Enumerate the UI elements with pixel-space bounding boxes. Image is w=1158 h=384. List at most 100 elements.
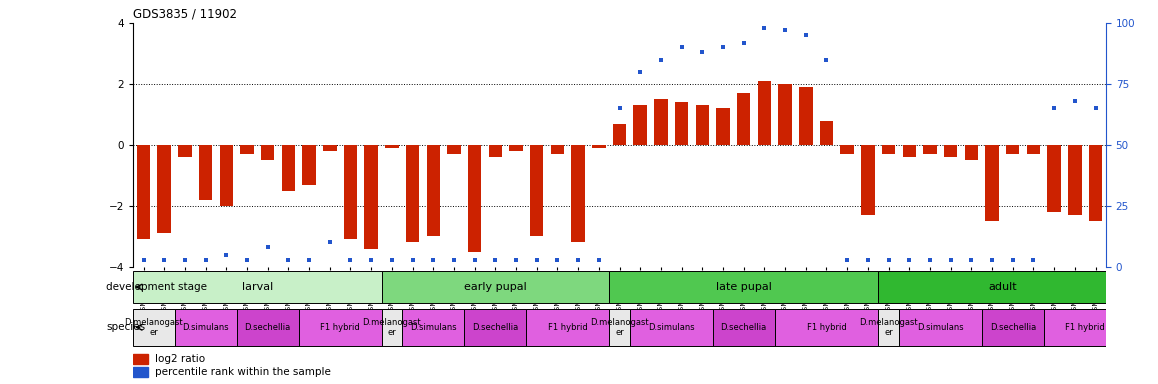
- Bar: [902, 145, 916, 157]
- Bar: [527, 309, 609, 346]
- Bar: [464, 309, 527, 346]
- Point: [1024, 257, 1042, 263]
- Bar: [717, 108, 730, 145]
- Bar: [882, 145, 895, 154]
- Point: [342, 257, 360, 263]
- Point: [652, 56, 670, 63]
- Bar: [1068, 145, 1082, 215]
- Bar: [965, 145, 979, 160]
- Bar: [344, 145, 357, 240]
- Text: early pupal: early pupal: [464, 282, 527, 292]
- Bar: [157, 145, 171, 233]
- Text: D.sechellia: D.sechellia: [720, 323, 767, 332]
- Point: [962, 257, 981, 263]
- Bar: [609, 309, 630, 346]
- Point: [838, 257, 857, 263]
- Bar: [386, 145, 398, 148]
- Bar: [551, 145, 564, 154]
- Bar: [468, 145, 482, 252]
- Point: [1065, 98, 1084, 104]
- Text: F1 hybrid: F1 hybrid: [548, 323, 587, 332]
- Text: F1 hybrid: F1 hybrid: [807, 323, 846, 332]
- Point: [362, 257, 381, 263]
- Bar: [775, 309, 878, 346]
- Point: [858, 257, 877, 263]
- Bar: [178, 145, 191, 157]
- Point: [424, 257, 442, 263]
- Text: D.simulans: D.simulans: [182, 323, 229, 332]
- Bar: [878, 271, 1127, 303]
- Text: D.simulans: D.simulans: [917, 323, 963, 332]
- Bar: [510, 145, 522, 151]
- Bar: [571, 145, 585, 243]
- Text: development stage: development stage: [107, 282, 207, 292]
- Bar: [1027, 145, 1040, 154]
- Bar: [1089, 145, 1102, 221]
- Point: [631, 69, 650, 75]
- Bar: [530, 145, 543, 237]
- Bar: [1048, 145, 1061, 212]
- Text: species: species: [107, 322, 146, 333]
- Text: percentile rank within the sample: percentile rank within the sample: [154, 367, 330, 377]
- Text: D.melanogast
er: D.melanogast er: [362, 318, 422, 337]
- Point: [734, 40, 753, 46]
- Point: [755, 25, 774, 31]
- Text: GDS3835 / 11902: GDS3835 / 11902: [133, 7, 237, 20]
- Bar: [175, 309, 236, 346]
- Text: F1 hybrid: F1 hybrid: [321, 323, 360, 332]
- Bar: [1006, 145, 1019, 154]
- Point: [258, 244, 277, 250]
- Point: [797, 32, 815, 38]
- Point: [921, 257, 939, 263]
- Bar: [133, 367, 148, 377]
- Text: D.melanogast
er: D.melanogast er: [591, 318, 648, 337]
- Text: D.sechellia: D.sechellia: [990, 323, 1036, 332]
- Point: [279, 257, 298, 263]
- Text: F1 hybrid: F1 hybrid: [1065, 323, 1105, 332]
- Point: [507, 257, 526, 263]
- Bar: [696, 105, 709, 145]
- Bar: [220, 145, 233, 206]
- Point: [176, 257, 195, 263]
- Bar: [820, 121, 834, 145]
- Point: [237, 257, 256, 263]
- Point: [466, 257, 484, 263]
- Point: [776, 27, 794, 33]
- Point: [610, 105, 629, 111]
- Bar: [137, 145, 151, 240]
- Bar: [712, 309, 775, 346]
- Point: [548, 257, 566, 263]
- Point: [528, 257, 547, 263]
- Bar: [299, 309, 381, 346]
- Bar: [944, 145, 958, 157]
- Point: [486, 257, 505, 263]
- Bar: [592, 145, 606, 148]
- Bar: [133, 309, 175, 346]
- Point: [713, 45, 732, 51]
- Point: [983, 257, 1002, 263]
- Point: [1086, 105, 1105, 111]
- Bar: [489, 145, 503, 157]
- Point: [941, 257, 960, 263]
- Bar: [841, 145, 853, 154]
- Point: [673, 45, 691, 51]
- Point: [1045, 105, 1063, 111]
- Bar: [402, 309, 464, 346]
- Point: [1004, 257, 1023, 263]
- Point: [879, 257, 897, 263]
- Bar: [757, 81, 771, 145]
- Bar: [633, 105, 647, 145]
- Point: [321, 240, 339, 246]
- Bar: [365, 145, 378, 248]
- Bar: [381, 309, 402, 346]
- Bar: [236, 309, 299, 346]
- Bar: [613, 124, 626, 145]
- Bar: [199, 145, 212, 200]
- Bar: [1043, 309, 1127, 346]
- Point: [692, 49, 711, 55]
- Text: D.sechellia: D.sechellia: [244, 323, 291, 332]
- Point: [569, 257, 587, 263]
- Bar: [982, 309, 1043, 346]
- Bar: [609, 271, 878, 303]
- Bar: [985, 145, 999, 221]
